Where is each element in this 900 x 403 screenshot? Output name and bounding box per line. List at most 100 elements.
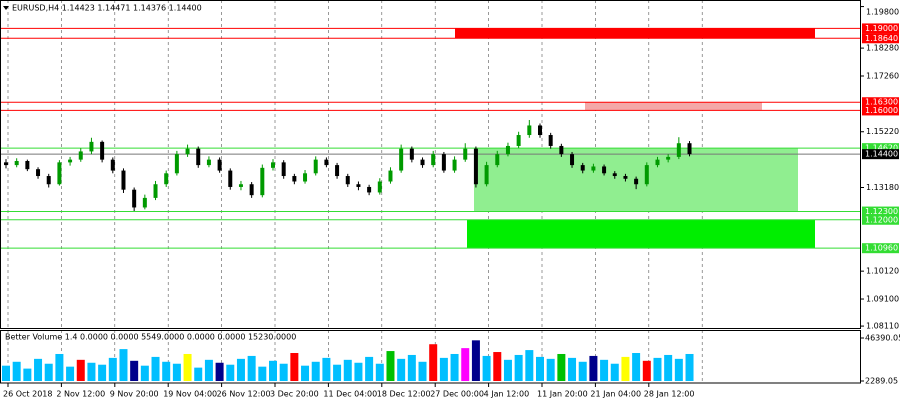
level-label: 1.14400 [865,150,898,159]
candle-body [580,165,585,171]
candle-body [388,170,393,182]
volume-bar [439,357,448,381]
candle-body [142,197,147,208]
candle-body [367,186,372,193]
volume-bar [311,361,320,381]
y-tick-label: 1.17260 [866,71,899,80]
candle-body [591,166,596,171]
volume-bar [258,366,267,381]
level-label-box [862,143,899,154]
volume-bar [514,354,523,381]
volume-bar [429,344,438,381]
volume-title: Better Volume 1.4 0.0000 0.0000 5549.000… [5,333,296,342]
candle-body [57,162,62,185]
x-tick-label: 28 Jan 12:00 [644,390,695,399]
level-label-box [862,23,899,34]
candle-body [548,135,553,146]
x-tick-label: 11 Jan 20:00 [537,390,588,399]
volume-bar [2,365,10,381]
y-tick-label: 1.10120 [866,267,899,276]
volume-bar [183,353,192,381]
candle-body [303,173,308,182]
candle-body [505,145,510,155]
candle-body [260,167,265,196]
volume-bar [546,358,555,381]
volume-bar [674,358,683,381]
candle-body [644,165,649,185]
candle-body [281,162,286,177]
candle-body [174,154,179,174]
volume-bar [23,368,32,381]
y-tick-label: 1.19800 [866,8,899,17]
candle-body [634,178,639,185]
level-label: 1.16000 [865,106,898,115]
candle-body [377,181,382,193]
x-tick-label: 21 Jan 04:00 [590,390,641,399]
candle-body [335,165,340,177]
level-label-box [862,149,899,160]
volume-bar [204,359,213,381]
candle-body [484,165,489,185]
candle-body [431,154,436,166]
volume-bar [397,358,406,381]
x-tick-label: 11 Dec 04:00 [323,390,377,399]
volume-bar [87,362,96,381]
volume-bar [279,363,288,381]
volume-bar [151,356,160,381]
candle-body [249,184,254,196]
volume-bar [44,363,53,381]
candle-body [623,176,628,179]
candle-body [292,176,297,182]
volume-bar [290,353,299,381]
volume-bar [664,354,673,381]
candle-body [14,160,19,166]
volume-bar [12,361,21,381]
y-tick-label: 1.09100 [866,295,899,304]
y-tick-label: 1.13180 [866,183,899,192]
level-label: 1.12000 [865,215,898,224]
x-tick-label: 18 Dec 12:00 [377,390,431,399]
candle-body [185,148,190,155]
volume-bar [343,359,352,381]
volume-bar [354,362,363,381]
volume-bar [301,365,310,381]
level-label: 1.16300 [865,98,898,107]
volume-bar [236,358,245,381]
volume-bar [407,354,416,381]
volume-bar [685,353,694,381]
candle-body [570,154,575,166]
volume-bar [130,360,139,381]
volume-bar [568,357,577,381]
main-panel-border [0,0,861,329]
volume-bar [140,365,149,381]
volume-bar [194,367,203,381]
volume-bar [108,357,117,381]
volume-bar [386,351,395,381]
volume-bar [557,353,566,381]
volume-bar [66,366,75,381]
volume-bar [450,353,459,381]
volume-bar [536,356,544,381]
zone [585,102,762,111]
candle-body [356,184,361,187]
volume-tick-label: 2289.05 [865,377,898,386]
candle-body [238,184,243,187]
candle-body [345,176,350,185]
candle-body [206,159,211,166]
volume-bar [333,364,342,381]
candle-body [602,166,607,174]
candle-body [655,159,660,166]
volume-bar [621,356,630,381]
candle-body [89,141,94,152]
volume-bar [632,353,641,381]
candle-body [441,154,446,171]
volume-bar [76,359,85,381]
candle-body [100,141,105,160]
volume-bar [247,355,256,381]
level-label-box [862,243,899,254]
candle-body [164,173,169,185]
candle-body [495,154,500,166]
volume-bar [215,362,224,381]
candle-body [271,162,275,168]
